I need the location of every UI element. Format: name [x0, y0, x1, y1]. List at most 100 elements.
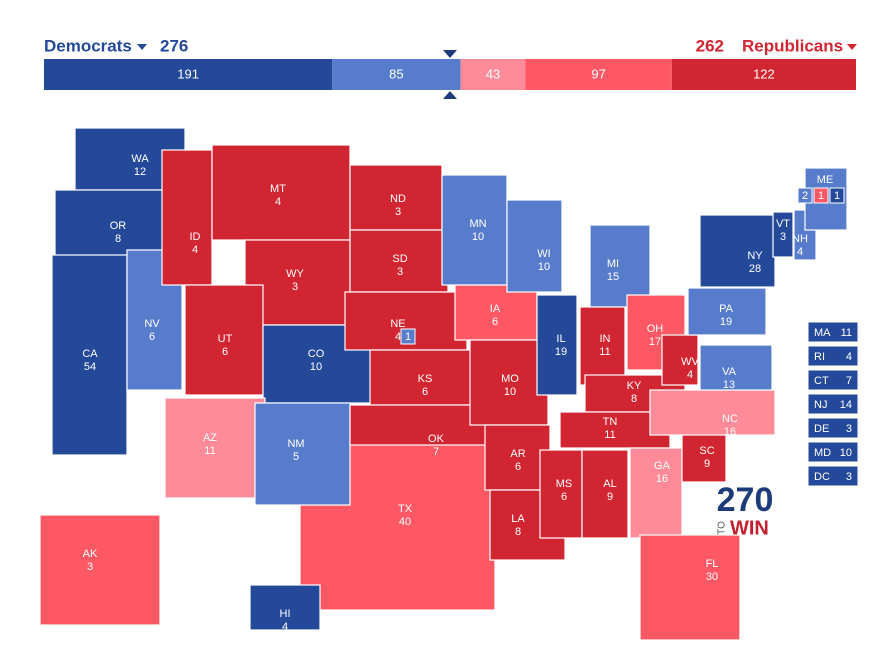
logo-number: 270: [717, 481, 774, 519]
state[interactable]: [536, 294, 578, 396]
district-box: [829, 187, 845, 204]
state-ev: 5: [293, 451, 299, 463]
state-label: OR: [110, 220, 127, 232]
small-state-label: MD: [814, 447, 831, 459]
state-ev: 12: [134, 166, 146, 178]
state-label: WY: [286, 268, 304, 280]
midpoint-marker: [443, 50, 457, 58]
state-ev: 8: [515, 526, 521, 538]
state[interactable]: [687, 287, 767, 336]
rep-total: 262: [696, 36, 724, 55]
state[interactable]: [469, 339, 549, 426]
state[interactable]: [772, 211, 794, 258]
state-ev: 3: [397, 266, 403, 278]
state-ev: 16: [724, 426, 736, 438]
state-ev: 54: [84, 361, 96, 373]
state[interactable]: [539, 449, 583, 539]
small-state-ev: 3: [846, 471, 852, 483]
small-state-box[interactable]: [807, 321, 859, 343]
small-state-box[interactable]: [807, 417, 859, 439]
state-label: WI: [537, 248, 550, 260]
bar-label: 85: [389, 66, 403, 81]
state-ev: 4: [275, 196, 281, 208]
bar-label: 43: [486, 66, 500, 81]
district-ev: 1: [834, 190, 840, 202]
state[interactable]: [589, 224, 651, 308]
small-state-box[interactable]: [807, 465, 859, 487]
state-ev: 15: [607, 271, 619, 283]
small-state-box[interactable]: [807, 345, 859, 367]
rep-caret[interactable]: [847, 44, 857, 50]
dem-caret[interactable]: [137, 44, 147, 50]
small-state-ev: 14: [840, 399, 852, 411]
state-ev: 10: [472, 231, 484, 243]
state-label: GA: [654, 460, 671, 472]
state[interactable]: [164, 397, 266, 499]
state[interactable]: [254, 402, 351, 506]
state-ev: 3: [292, 281, 298, 293]
dem-label[interactable]: Democrats: [44, 36, 132, 55]
state-label: SC: [699, 445, 714, 457]
state[interactable]: [441, 174, 508, 286]
small-state-box[interactable]: [807, 393, 859, 415]
state-label: KY: [627, 380, 642, 392]
state-ev: 6: [222, 346, 228, 358]
state-ev: 3: [780, 231, 786, 243]
district-box: [813, 187, 829, 204]
small-state-ev: 3: [846, 423, 852, 435]
state[interactable]: [349, 404, 489, 446]
state[interactable]: [699, 344, 773, 391]
state-label: ND: [390, 193, 406, 205]
state-label: MS: [556, 478, 573, 490]
state-ev: 9: [607, 491, 613, 503]
small-state-label: DE: [814, 423, 829, 435]
state[interactable]: [161, 149, 213, 286]
state-label: MN: [469, 218, 486, 230]
state[interactable]: [349, 229, 449, 293]
small-state-label: RI: [814, 351, 825, 363]
state[interactable]: [454, 284, 538, 341]
state-label: NV: [144, 318, 160, 330]
district-box: [797, 187, 813, 204]
state[interactable]: [249, 584, 321, 631]
district-ev: 2: [802, 190, 808, 202]
bar-segment: [671, 59, 856, 90]
state-label: SD: [392, 253, 407, 265]
state[interactable]: [349, 164, 443, 231]
state-label: NM: [287, 438, 304, 450]
state[interactable]: [39, 514, 161, 626]
state[interactable]: [699, 214, 776, 288]
state-label: AK: [83, 548, 98, 560]
state-ev: 28: [749, 263, 761, 275]
district-ev: 1: [818, 190, 824, 202]
state-ev: 19: [720, 316, 732, 328]
small-state-box[interactable]: [807, 441, 859, 463]
state[interactable]: [581, 449, 629, 539]
state-ev: 16: [656, 473, 668, 485]
logo: 270 TO WIN: [717, 481, 774, 539]
state[interactable]: [681, 431, 727, 483]
state-label: TX: [398, 503, 413, 515]
state[interactable]: [211, 144, 351, 241]
state-ev: 11: [604, 429, 615, 441]
state-label: MO: [501, 373, 519, 385]
state[interactable]: [629, 447, 683, 539]
state-ev: 3: [87, 561, 93, 573]
district-ev: 1: [405, 331, 411, 343]
state-ev: 11: [204, 445, 215, 457]
state[interactable]: [184, 284, 264, 396]
rep-label[interactable]: Republicans: [742, 36, 843, 55]
state[interactable]: [661, 334, 699, 386]
small-state-box[interactable]: [807, 369, 859, 391]
state-ev: 6: [149, 331, 155, 343]
state[interactable]: [579, 306, 626, 386]
state[interactable]: [51, 254, 128, 456]
state[interactable]: [649, 389, 776, 436]
state-ev: 10: [538, 261, 550, 273]
state[interactable]: [484, 424, 551, 491]
state[interactable]: [639, 534, 741, 641]
state-label: CA: [82, 348, 98, 360]
state-ev: 13: [723, 379, 735, 391]
state[interactable]: [506, 199, 563, 293]
state-ev: 8: [115, 233, 121, 245]
